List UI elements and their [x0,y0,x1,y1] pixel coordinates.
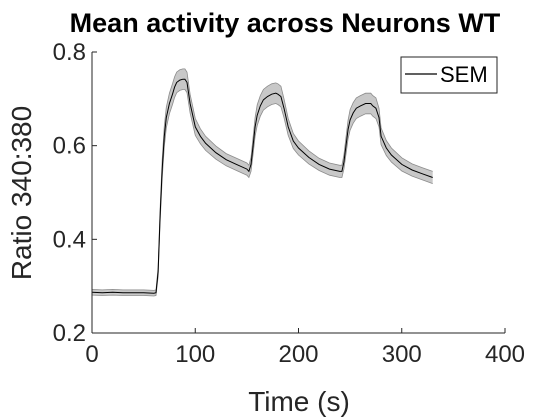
y-tick-label: 0.6 [53,133,86,160]
y-tick-label: 0.2 [53,320,86,347]
legend: SEM [400,56,498,94]
mean-line [91,78,433,294]
sem-band-lower-edge [91,89,433,297]
y-tick-label: 0.4 [53,226,86,253]
y-axis-label: Ratio 340:380 [6,106,37,280]
x-tick-label: 100 [175,341,215,368]
legend-entry-label: SEM [440,62,488,87]
y-tick-group: 0.2 0.4 0.6 0.8 [53,39,97,347]
x-tick-group: 0 100 200 300 400 [85,328,525,368]
legend-box [400,56,498,94]
x-tick-label: 400 [485,341,525,368]
x-tick-label: 0 [85,341,98,368]
x-axis-label: Time (s) [248,386,350,417]
y-tick-label: 0.8 [53,39,86,66]
series-line-layer [91,78,433,294]
sem-band-upper-edge [91,68,433,291]
x-tick-label: 200 [278,341,318,368]
x-tick-label: 300 [382,341,422,368]
chart-title: Mean activity across Neurons WT [70,8,501,38]
sem-band-layer [91,68,433,297]
